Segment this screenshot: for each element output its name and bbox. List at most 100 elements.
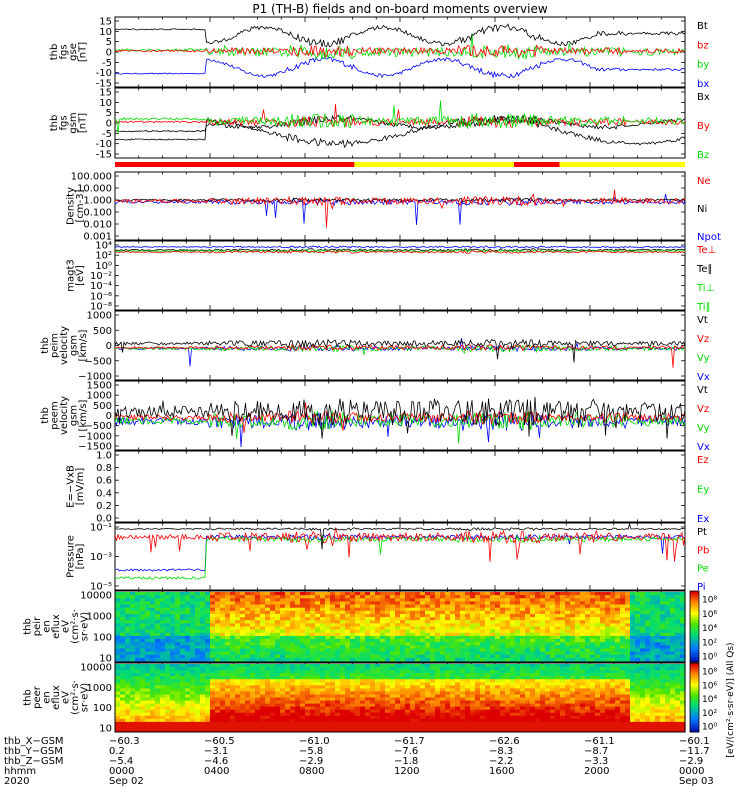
spectrogram-cell [425, 611, 431, 615]
spectrogram-cell [455, 679, 461, 683]
spectrogram-cell [200, 645, 206, 649]
spectrogram-cell [410, 719, 416, 723]
spectrogram-cell [510, 655, 516, 659]
spectrogram-cell [540, 645, 546, 649]
spectrogram-cell [460, 701, 466, 705]
spectrogram-cell [395, 679, 401, 683]
spectrogram-cell [335, 707, 341, 711]
spectrogram-cell [465, 719, 471, 723]
spectrogram-cell [530, 620, 536, 624]
spectrogram-cell [295, 605, 301, 609]
spectrogram-cell [325, 728, 331, 732]
spectrogram-cell [150, 611, 156, 615]
spectrogram-cell [210, 728, 216, 732]
spectrogram-cell [255, 639, 261, 643]
spectrogram-cell [400, 725, 406, 729]
spectrogram-cell [315, 691, 321, 695]
spectrogram-cell [185, 655, 191, 659]
spectrogram-cell [295, 667, 301, 671]
spectrogram-cell [200, 725, 206, 729]
spectrogram-cell [260, 725, 266, 729]
spectrogram-cell [495, 595, 501, 599]
spectrogram-cell [190, 658, 196, 662]
spectrogram-cell [295, 655, 301, 659]
spectrogram-cell [410, 725, 416, 729]
spectrogram-cell [600, 630, 606, 634]
spectrogram-cell [290, 605, 296, 609]
spectrogram-cell [300, 719, 306, 723]
spectrogram-cell [330, 707, 336, 711]
spectrogram-cell [260, 713, 266, 717]
spectrogram-cell [495, 667, 501, 671]
spectrogram-cell [120, 667, 126, 671]
spectrogram-cell [405, 605, 411, 609]
spectrogram-cell [265, 701, 271, 705]
spectrogram-cell [240, 728, 246, 732]
spectrogram-cell [285, 691, 291, 695]
spectrogram-cell [210, 620, 216, 624]
spectrogram-cell [200, 713, 206, 717]
spectrogram-cell [280, 701, 286, 705]
spectrogram-cell [225, 611, 231, 615]
spectrogram-cell [205, 645, 211, 649]
spectrogram-cell [510, 645, 516, 649]
spectrogram-cell [155, 645, 161, 649]
spectrogram-cell [625, 655, 631, 659]
spectrogram-cell [450, 639, 456, 643]
spectrogram-cell [460, 605, 466, 609]
spectrogram-cell [660, 605, 666, 609]
spectrogram-cell [155, 595, 161, 599]
spectrogram-cell [495, 620, 501, 624]
spectrogram-cell [240, 707, 246, 711]
spectrogram-cell [675, 611, 681, 615]
spectrogram-cell [185, 645, 191, 649]
spectrogram-cell [430, 679, 436, 683]
spectrogram-cell [220, 725, 226, 729]
spectrogram-cell [210, 701, 216, 705]
legend-entry: Bx [697, 92, 710, 103]
spectrogram-cell [285, 728, 291, 732]
spectrogram-cell [395, 655, 401, 659]
spectrogram-cell [290, 658, 296, 662]
spectrogram-cell [415, 620, 421, 624]
spectrogram-cell [245, 667, 251, 671]
spectrogram-cell [380, 679, 386, 683]
spectrogram-cell [465, 620, 471, 624]
spectrogram-cell [385, 658, 391, 662]
spectrogram-cell [300, 595, 306, 599]
spectrogram-cell [510, 630, 516, 634]
spectrogram-cell [355, 639, 361, 643]
spectrogram-cell [390, 655, 396, 659]
spectrogram-cell [125, 655, 131, 659]
spectrogram-cell [480, 713, 486, 717]
spectrogram-cell [305, 728, 311, 732]
spectrogram-cell [390, 620, 396, 624]
spectrogram-cell [570, 611, 576, 615]
spectrogram-cell [395, 630, 401, 634]
spectrogram-cell [320, 685, 326, 689]
spectrogram-cell [370, 719, 376, 723]
spectrogram-cell [510, 639, 516, 643]
spectrogram-cell [395, 620, 401, 624]
spectrogram-cell [135, 605, 141, 609]
spectrogram-cell [340, 658, 346, 662]
spectrogram-cell [120, 658, 126, 662]
spectrogram-cell [605, 639, 611, 643]
spectrogram-cell [175, 691, 181, 695]
spectrogram-cell [300, 701, 306, 705]
spectrogram-cell [265, 728, 271, 732]
legend-entry: Ti∥ [696, 302, 711, 313]
spectrogram-cell [175, 658, 181, 662]
spectrogram-cell [225, 719, 231, 723]
spectrogram-cell [405, 620, 411, 624]
spectrogram-cell [115, 673, 121, 677]
spectrogram-cell [130, 685, 136, 689]
spectrogram-cell [650, 620, 656, 624]
spectrogram-cell [395, 707, 401, 711]
spectrogram-cell [460, 611, 466, 615]
spectrogram-cell [295, 701, 301, 705]
spectrogram-cell [370, 728, 376, 732]
spectrogram-cell [475, 639, 481, 643]
spectrogram-cell [435, 620, 441, 624]
spectrogram-cell [345, 605, 351, 609]
